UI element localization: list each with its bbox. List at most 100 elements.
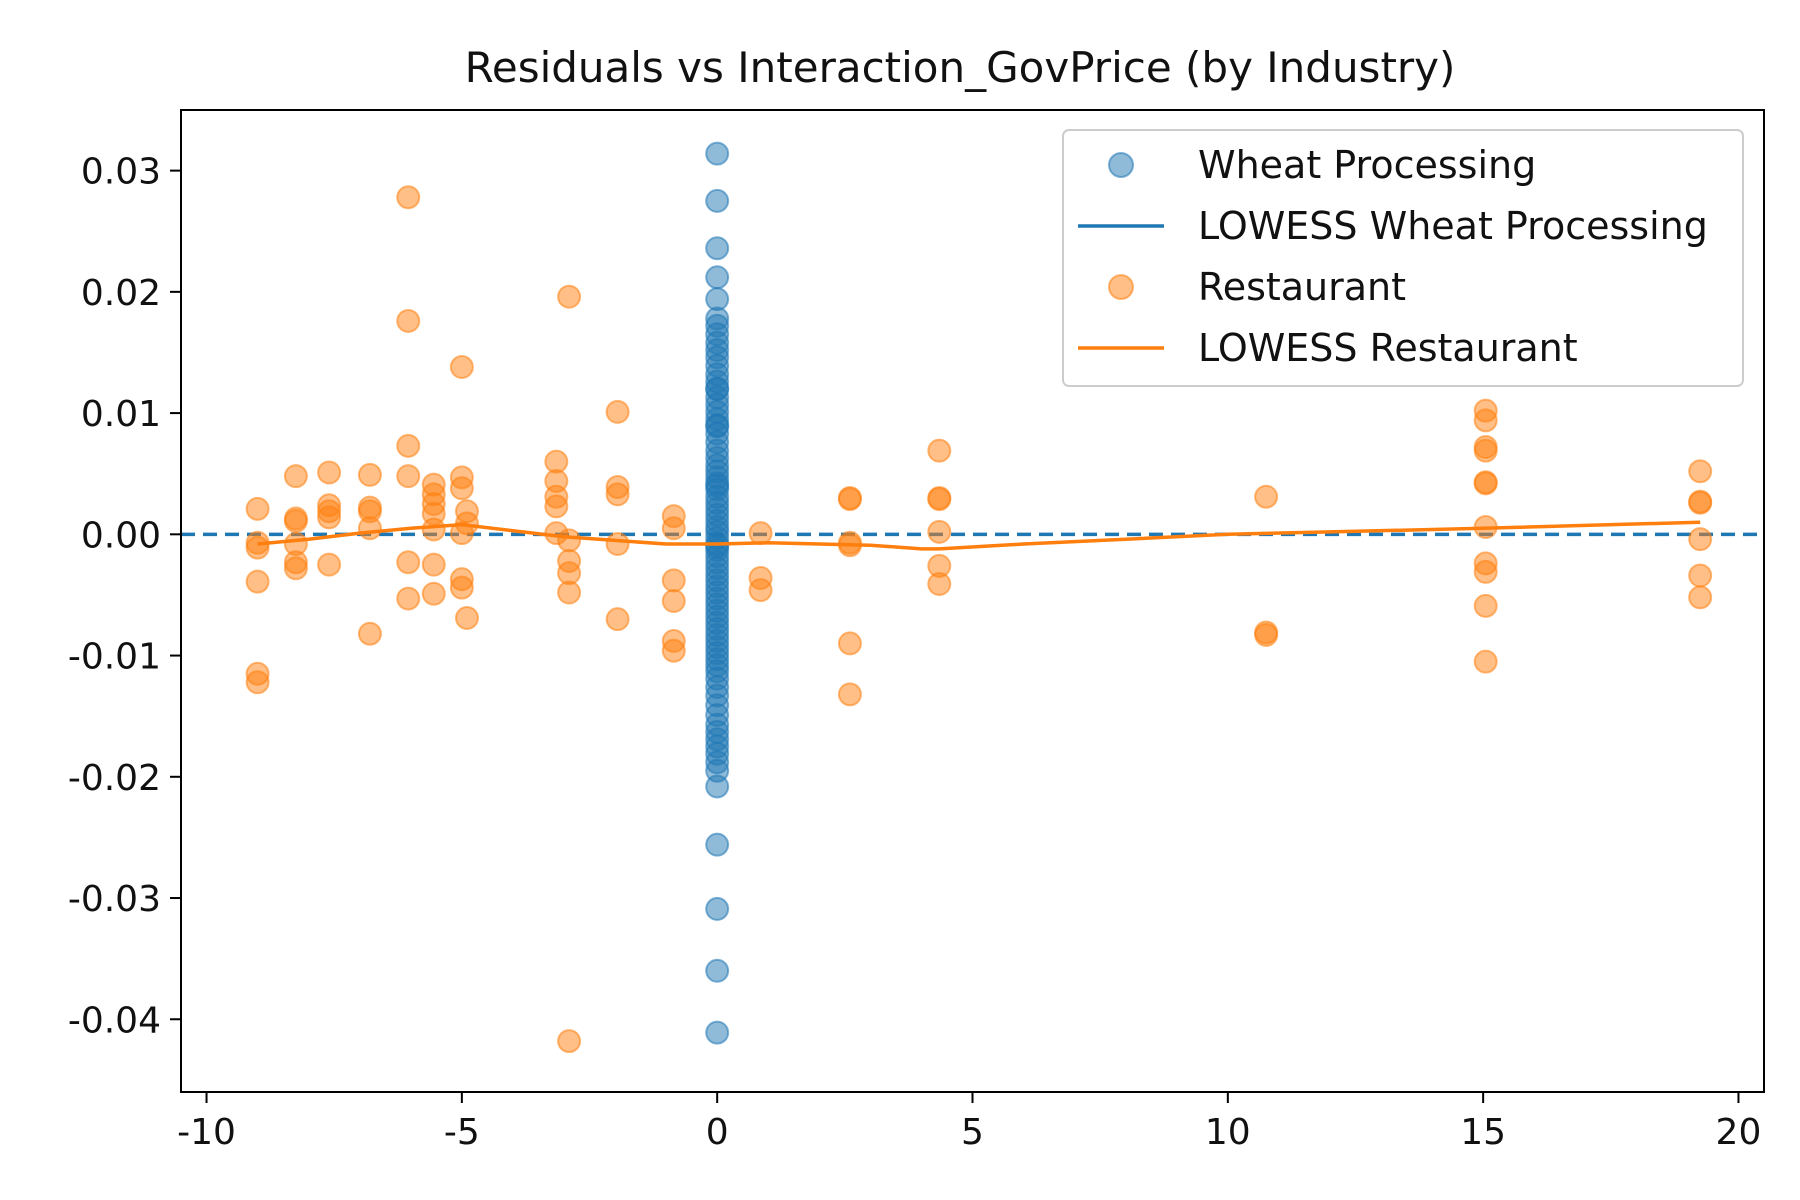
restaurant-point	[396, 464, 421, 489]
restaurant-point	[1688, 585, 1713, 610]
restaurant-point	[1688, 490, 1713, 515]
legend-item-wheat-processing: Wheat Processing	[1108, 143, 1536, 187]
x-axis: -10 -5 0 5 10 15 20	[177, 1092, 1761, 1153]
restaurant-point	[837, 631, 862, 656]
restaurant-point	[927, 572, 952, 597]
restaurant-point	[283, 556, 308, 581]
y-tick-label: 0.00	[81, 515, 161, 556]
restaurant-point	[748, 521, 773, 546]
legend-label: Wheat Processing	[1198, 143, 1536, 187]
restaurant-point	[421, 517, 446, 542]
restaurant-point	[1688, 527, 1713, 552]
wheat-processing-point	[705, 188, 730, 213]
restaurant-point	[661, 589, 686, 613]
restaurant-point	[1473, 559, 1498, 584]
restaurant-point	[245, 569, 270, 594]
legend-marker	[1108, 152, 1134, 178]
chart-title: Residuals vs Interaction_GovPrice (by In…	[465, 43, 1456, 92]
wheat-processing-point	[705, 141, 730, 166]
restaurant-point	[317, 505, 342, 530]
restaurant-point	[748, 578, 773, 603]
wheat-processing-point	[705, 534, 730, 559]
series-restaurant	[245, 185, 1713, 1054]
legend-marker	[1108, 274, 1134, 300]
restaurant-point	[661, 568, 686, 593]
y-tick-label: -0.02	[68, 758, 161, 799]
y-tick-label: -0.04	[68, 1000, 161, 1041]
wheat-processing-point	[705, 774, 730, 799]
y-axis: -0.04 -0.03 -0.02 -0.01 0.00 0.01 0.02 0.03	[68, 152, 181, 1041]
restaurant-point	[245, 496, 270, 521]
y-tick-label: 0.03	[81, 152, 161, 193]
x-tick-label: 5	[961, 1112, 984, 1153]
restaurant-point	[557, 528, 582, 553]
restaurant-point	[245, 670, 270, 695]
restaurant-point	[557, 284, 582, 309]
legend-item-restaurant: Restaurant	[1108, 265, 1406, 309]
plot-area	[245, 141, 1713, 1054]
restaurant-point	[544, 494, 569, 519]
wheat-processing-point	[705, 832, 730, 857]
wheat-processing-point	[705, 376, 730, 401]
restaurant-point	[1473, 593, 1498, 618]
restaurant-point	[357, 462, 382, 487]
x-tick-label: -10	[177, 1112, 236, 1153]
x-tick-label: 20	[1716, 1112, 1762, 1153]
series-lowess-restaurant	[257, 520, 1701, 551]
y-tick-label: -0.01	[68, 637, 161, 678]
restaurant-point	[396, 308, 421, 333]
x-tick-label: 10	[1205, 1112, 1251, 1153]
x-tick-label: 0	[706, 1112, 729, 1153]
restaurant-point	[837, 485, 862, 510]
restaurant-point	[245, 535, 270, 560]
restaurant-point	[1688, 563, 1713, 588]
restaurant-point	[449, 575, 474, 600]
restaurant-point	[421, 581, 446, 606]
restaurant-point	[1688, 459, 1713, 484]
restaurant-point	[357, 621, 382, 646]
restaurant-point	[449, 355, 474, 380]
restaurant-point	[421, 552, 446, 577]
restaurant-point	[927, 519, 952, 544]
restaurant-point	[1473, 408, 1498, 433]
legend-item-lowess-restaurant: LOWESS Restaurant	[1078, 326, 1578, 370]
series-wheat-processing	[705, 141, 730, 1045]
legend-label: LOWESS Wheat Processing	[1198, 204, 1708, 248]
restaurant-point	[396, 433, 421, 458]
restaurant-point	[661, 516, 686, 541]
wheat-processing-point	[705, 473, 730, 498]
lowess-restaurant-line	[257, 520, 1701, 551]
wheat-processing-point	[705, 413, 730, 438]
restaurant-point	[396, 550, 421, 575]
restaurant-point	[283, 464, 308, 489]
restaurant-point	[1254, 484, 1279, 509]
restaurant-point	[396, 185, 421, 210]
restaurant-point	[454, 605, 479, 630]
y-tick-label: 0.02	[81, 273, 161, 314]
wheat-processing-point	[705, 265, 730, 290]
x-tick-label: -5	[444, 1112, 480, 1153]
legend-item-lowess-wheat-processing: LOWESS Wheat Processing	[1078, 204, 1708, 248]
restaurant-point	[317, 460, 342, 485]
x-tick-label: 15	[1460, 1112, 1506, 1153]
plot-frame	[180, 109, 1765, 1093]
restaurant-point	[605, 482, 630, 507]
restaurant-point	[605, 607, 630, 632]
legend-box	[1062, 129, 1744, 387]
restaurant-point	[837, 682, 862, 707]
legend-label: LOWESS Restaurant	[1198, 326, 1578, 370]
restaurant-point	[1254, 622, 1279, 647]
restaurant-point	[1473, 649, 1498, 674]
restaurant-point	[927, 487, 952, 512]
restaurant-point	[557, 580, 582, 605]
wheat-processing-point	[705, 236, 730, 261]
restaurant-point	[661, 638, 686, 663]
wheat-processing-point	[705, 896, 730, 921]
restaurant-point	[605, 532, 630, 557]
legend: Wheat Processing LOWESS Wheat Processing R…	[1062, 129, 1744, 387]
wheat-processing-point	[705, 958, 730, 983]
legend-label: Restaurant	[1198, 265, 1406, 309]
wheat-processing-point	[705, 1020, 730, 1045]
y-tick-label: -0.03	[68, 879, 161, 920]
